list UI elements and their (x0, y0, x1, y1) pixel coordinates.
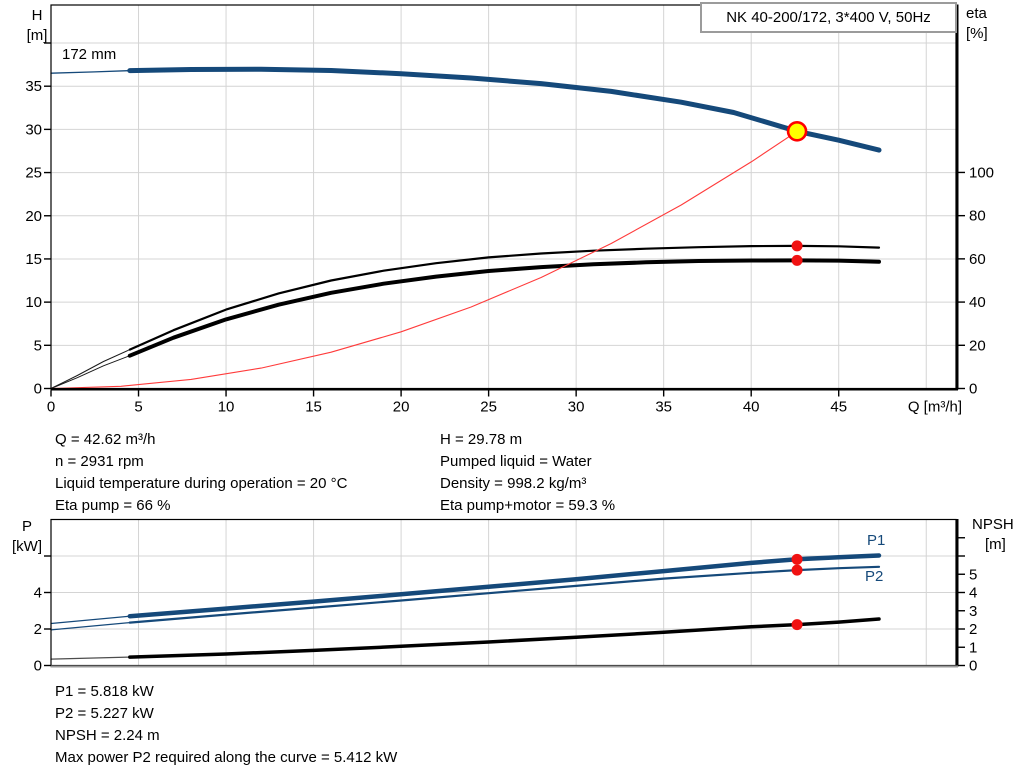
y-left-tick-label: 25 (25, 165, 42, 182)
p2-curve (128, 565, 881, 624)
y-right-tick-label: 40 (969, 294, 986, 311)
info-line-p2: P2 = 5.227 kW (55, 705, 154, 722)
p1-curve (127, 553, 882, 619)
y-right-tick-label: 80 (969, 208, 986, 225)
eta-pump-curve (128, 244, 881, 351)
info-line-density: Density = 998.2 kg/m³ (440, 475, 587, 492)
x-tick-label: 20 (393, 399, 410, 416)
info-line-p1: P1 = 5.818 kW (55, 683, 154, 700)
info-line-liquid: Pumped liquid = Water (440, 453, 592, 470)
y-right-tick-label: 5 (969, 566, 977, 583)
y-right-tick-label: 1 (969, 639, 977, 656)
eta-pump-motor-curve (127, 258, 881, 358)
curve-title-box: NK 40-200/172, 3*400 V, 50Hz (700, 2, 957, 33)
p-axis-title: P [kW] (6, 517, 48, 557)
p-axis-unit: [kW] (12, 538, 42, 555)
y-left-tick-label: 5 (34, 337, 42, 354)
y-left-tick-label: 0 (34, 381, 42, 398)
npsh-axis-name: NPSH (972, 516, 1014, 533)
x-tick-label: 5 (134, 399, 142, 416)
x-tick-label: 45 (830, 399, 847, 416)
npsh-curve-lead (50, 656, 131, 660)
y-right-tick-label: 100 (969, 164, 994, 181)
pump-type-title: NK 40-200/172, 3*400 V, 50Hz (726, 9, 931, 26)
y-left-tick-label: 0 (34, 658, 42, 675)
x-axis-unit-label: Q [m³/h] (908, 399, 962, 416)
x-tick-label: 30 (568, 399, 585, 416)
y-right-tick-label: 2 (969, 621, 977, 638)
y-left-tick-label: 35 (25, 78, 42, 95)
duty-info-right: H = 29.78 m Pumped liquid = Water Densit… (440, 429, 615, 517)
eta-pump-duty-dot (791, 240, 803, 252)
info-line-q: Q = 42.62 m³/h (55, 431, 156, 448)
x-tick-label: 25 (480, 399, 497, 416)
p2-curve-label: P2 (865, 568, 884, 585)
h-axis-name: H (31, 7, 43, 24)
npsh-duty-dot (791, 619, 803, 631)
y-left-tick-label: 2 (34, 621, 42, 638)
info-line-speed: n = 2931 rpm (55, 453, 144, 470)
p2-duty-dot (791, 564, 803, 576)
eta-axis-title: eta [%] (966, 4, 988, 44)
y-right-tick-label: 20 (969, 337, 986, 354)
x-tick-label: 10 (218, 399, 235, 416)
power-info-block: P1 = 5.818 kW P2 = 5.227 kW NPSH = 2.24 … (55, 681, 397, 769)
eta-pump-motor-curve-lead (50, 355, 131, 389)
y-left-tick-label: 4 (34, 585, 42, 602)
npsh-curve (128, 617, 881, 659)
p1-curve-label: P1 (867, 532, 886, 549)
h-axis-title: H [m] (17, 6, 57, 46)
h-axis-unit: [m] (26, 27, 48, 44)
y-left-tick-label: 15 (25, 251, 42, 268)
pump-curve-lead (50, 69, 131, 74)
y-left-tick-label: 20 (25, 208, 42, 225)
y-left-tick-label: 30 (25, 121, 42, 138)
duty-point[interactable] (786, 120, 808, 142)
p-axis-name: P (21, 518, 32, 535)
pump-curve (127, 66, 882, 153)
x-tick-label: 40 (743, 399, 760, 416)
x-tick-label: 15 (305, 399, 322, 416)
eta-axis-unit: [%] (966, 25, 988, 42)
x-tick-label: 0 (47, 399, 55, 416)
y-right-tick-label: 0 (969, 381, 977, 398)
system-curve (50, 130, 798, 390)
x-tick-label: 35 (655, 399, 672, 416)
info-line-temperature: Liquid temperature during operation = 20… (55, 475, 348, 492)
impeller-diameter-label: 172 mm (62, 46, 117, 63)
eta-pump-motor-duty-dot (791, 254, 803, 266)
y-right-tick-label: 3 (969, 603, 977, 620)
eta-pump-curve-lead (50, 349, 131, 389)
p1-curve-lead (50, 615, 131, 625)
info-line-max-power: Max power P2 required along the curve = … (55, 749, 398, 766)
info-line-npsh: NPSH = 2.24 m (55, 727, 160, 744)
npsh-axis-title: NPSH [m] (972, 515, 1014, 555)
npsh-axis-unit: [m] (985, 536, 1006, 553)
y-right-tick-label: 0 (969, 658, 977, 675)
info-line-eta-pump: Eta pump = 66 % (55, 497, 171, 514)
y-right-tick-label: 4 (969, 585, 977, 602)
info-line-eta-total: Eta pump+motor = 59.3 % (440, 497, 616, 514)
y-left-tick-label: 10 (25, 294, 42, 311)
eta-axis-name: eta (966, 5, 987, 22)
duty-info-left: Q = 42.62 m³/h n = 2931 rpm Liquid tempe… (55, 429, 347, 517)
y-right-tick-label: 60 (969, 251, 986, 268)
p2-curve-lead (50, 621, 131, 631)
info-line-head: H = 29.78 m (440, 431, 523, 448)
p1-duty-dot (791, 553, 803, 565)
